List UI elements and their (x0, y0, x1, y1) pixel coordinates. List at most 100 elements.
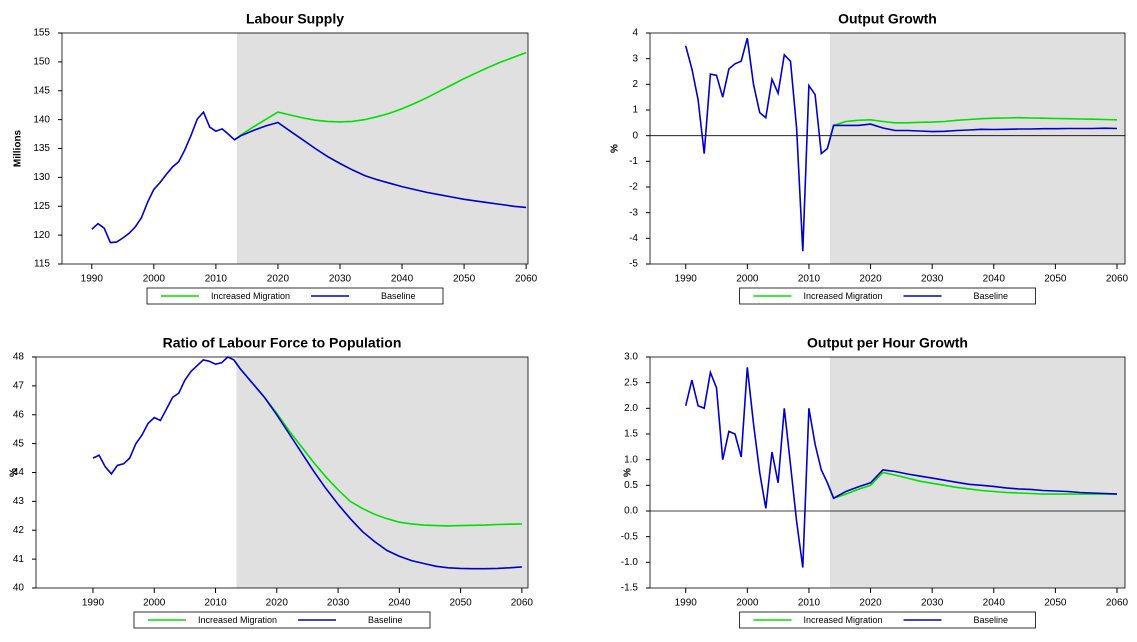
x-tick-label: 2060 (515, 274, 538, 285)
x-tick-label: 2050 (1044, 274, 1067, 285)
x-tick-label: 2010 (205, 274, 228, 285)
y-tick-label: 3 (632, 53, 638, 64)
y-tick-label: 0.5 (624, 480, 638, 491)
y-tick-label: 45 (13, 438, 25, 449)
y-tick-label: 135 (33, 143, 50, 154)
legend-box (133, 611, 431, 629)
x-tick-label: 2060 (511, 598, 534, 609)
plot-frame (649, 356, 1126, 589)
legend-box (146, 287, 444, 305)
x-tick-label: 2040 (391, 274, 414, 285)
series-line (234, 51, 527, 141)
x-tick-label: 2020 (859, 598, 882, 609)
series-line (91, 110, 527, 244)
y-axis-label: % (623, 468, 634, 477)
y-tick-label: 42 (13, 525, 25, 536)
y-tick-label: 2 (632, 79, 638, 90)
x-tick-label: 2040 (388, 598, 411, 609)
legend-label: Increased Migration (211, 291, 290, 301)
x-tick-label: 2010 (204, 598, 227, 609)
x-tick-label: 2040 (983, 598, 1006, 609)
x-tick-label: 2000 (736, 274, 759, 285)
y-tick-label: -1.5 (621, 583, 639, 594)
legend-label: Increased Migration (804, 291, 883, 301)
y-tick-label: 140 (33, 114, 50, 125)
y-tick-label: 2.5 (624, 377, 638, 388)
chart-panel: Output Growth% -5 -4 -3 -2 -1 0 1 2 3 4 1990 2000 201… (610, 11, 1129, 305)
chart-panel: Ratio of Labour Force to Population% 40 41… (9, 335, 534, 629)
x-tick-label: 2060 (1106, 598, 1129, 609)
chart-panel: Labour Supply Millions 115 120 125 130 135 140 1… (13, 11, 538, 305)
x-tick-label: 2000 (736, 598, 759, 609)
legend-label: Baseline (974, 291, 1009, 301)
x-tick-label: 2010 (798, 274, 821, 285)
legend-box (739, 287, 1036, 305)
x-tick-label: 2000 (143, 598, 166, 609)
x-tick-label: 1990 (82, 598, 105, 609)
y-tick-label: -4 (629, 233, 638, 244)
x-tick-label: 2010 (798, 598, 821, 609)
legend-box (739, 611, 1036, 629)
x-tick-label: 1990 (81, 274, 104, 285)
x-tick-label: 2000 (143, 274, 166, 285)
x-tick-label: 1990 (675, 598, 698, 609)
y-tick-label: 0 (632, 130, 638, 141)
y-tick-label: 44 (13, 467, 25, 478)
series-line (826, 116, 1118, 149)
y-axis-label: % (610, 144, 621, 153)
y-tick-label: 1 (632, 105, 638, 116)
projection-shade (236, 33, 528, 264)
y-tick-label: 115 (34, 259, 50, 270)
y-tick-label: 145 (33, 85, 50, 96)
legend-label: Baseline (381, 291, 416, 301)
y-tick-label: 150 (33, 57, 50, 68)
y-tick-label: -5 (629, 259, 638, 270)
y-tick-label: 2.0 (624, 403, 638, 414)
x-tick-label: 2050 (449, 598, 472, 609)
y-tick-label: 48 (13, 352, 25, 363)
y-tick-label: -2 (629, 182, 638, 193)
x-tick-label: 1990 (675, 274, 698, 285)
chart-panel: Output per Hour Growth% -1.5 -1.0 -0.5 0.0 0.… (621, 335, 1129, 629)
x-tick-label: 2050 (1044, 598, 1067, 609)
projection-shade (829, 357, 1125, 588)
y-axis-label: Millions (13, 129, 24, 167)
chart-title: Output per Hour Growth (807, 335, 968, 351)
legend-label: Baseline (368, 615, 403, 625)
y-tick-label: 3.0 (624, 352, 638, 363)
y-tick-label: -1.0 (621, 557, 639, 568)
chart-title: Labour Supply (246, 11, 344, 27)
x-tick-label: 2050 (453, 274, 476, 285)
x-tick-label: 2040 (983, 274, 1006, 285)
y-tick-label: 130 (33, 172, 50, 183)
x-tick-label: 2020 (859, 274, 882, 285)
y-tick-label: 120 (33, 230, 50, 241)
chart-title: Ratio of Labour Force to Population (163, 335, 402, 351)
x-tick-label: 2030 (329, 274, 352, 285)
projection-shade (236, 357, 528, 588)
y-tick-label: 125 (33, 201, 50, 212)
legend-label: Baseline (974, 615, 1009, 625)
y-axis-label: % (9, 468, 20, 477)
x-tick-label: 2060 (1106, 274, 1129, 285)
y-tick-label: 155 (33, 28, 50, 39)
series-line (233, 359, 522, 527)
y-tick-label: 46 (13, 409, 25, 420)
y-tick-label: 41 (13, 554, 25, 565)
y-tick-label: 47 (13, 381, 25, 392)
projection-shade (829, 33, 1125, 264)
y-tick-label: -0.5 (621, 531, 639, 542)
x-tick-label: 2020 (266, 598, 289, 609)
y-tick-label: -3 (629, 207, 638, 218)
chart-title: Output Growth (838, 11, 937, 27)
y-tick-label: 0.0 (624, 506, 638, 517)
y-tick-label: 1.5 (624, 429, 638, 440)
y-tick-label: -1 (629, 156, 638, 167)
x-tick-label: 2020 (267, 274, 290, 285)
plot-frame (649, 32, 1126, 265)
x-tick-label: 2030 (921, 274, 944, 285)
series-line (92, 356, 522, 570)
x-tick-label: 2030 (327, 598, 350, 609)
x-tick-label: 2030 (921, 598, 944, 609)
